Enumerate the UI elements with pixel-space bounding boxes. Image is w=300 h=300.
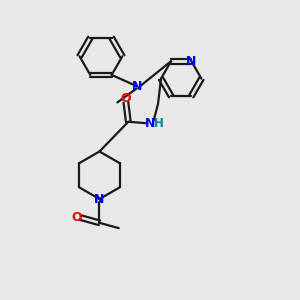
Text: N: N [131,80,142,93]
Text: N: N [145,117,155,130]
Text: N: N [94,193,105,206]
Text: H: H [154,117,164,130]
Text: O: O [121,92,131,105]
Text: N: N [186,55,196,68]
Text: O: O [71,211,82,224]
